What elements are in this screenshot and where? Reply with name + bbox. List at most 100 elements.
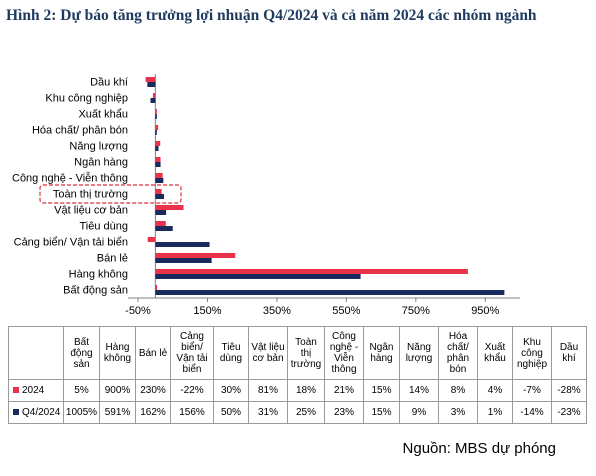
table-value-cell: 4% [477, 379, 513, 402]
table-row-2024: 2024 5% 900% 230% -22% 30% 81% 18% 21% 15% 14% 8% 4… [8, 379, 587, 402]
table-value-cell: 1005% [63, 401, 100, 424]
bar-q4-2024 [155, 130, 157, 135]
table-header-cell: Tiêu dùng [213, 326, 249, 380]
bar-q4-2024 [155, 210, 167, 215]
table-header-row: Bất động sản Hàng không Bán lẻ Cảng biển/ V… [8, 326, 587, 380]
bar-2024 [155, 205, 184, 210]
table-header-cell: Công nghệ - Viễn thông [324, 326, 364, 380]
legend-swatch-2024 [13, 387, 19, 394]
x-tick-label: 750% [402, 305, 430, 317]
table-header-cell: Toàn thị trường [287, 326, 325, 380]
bar-q4-2024 [155, 274, 361, 279]
bar-2024 [155, 109, 157, 114]
table-header-cell: Hóa chất/ phân bón [438, 326, 478, 380]
bar-q4-2024 [155, 290, 505, 295]
category-label: Hóa chất/ phân bón [32, 125, 128, 137]
table-value-cell: 31% [248, 401, 288, 424]
table-value-cell: 15% [363, 379, 400, 402]
table-value-cell: 156% [170, 401, 214, 424]
x-tick-label: 550% [332, 305, 360, 317]
table-value-cell: 5% [63, 379, 100, 402]
chart-title: Hình 2: Dự báo tăng trưởng lợi nhuận Q4/… [6, 7, 537, 24]
table-header-cell: Năng lượng [399, 326, 439, 380]
table-value-cell: 23% [324, 401, 364, 424]
category-label: Bán lẻ [97, 253, 128, 265]
category-label: Hàng không [69, 269, 128, 281]
table-value-cell: 21% [324, 379, 364, 402]
table-value-cell: -22% [170, 379, 214, 402]
table-value-cell: 30% [213, 379, 249, 402]
bar-2024 [155, 221, 166, 226]
category-label: Toàn thị trường [53, 189, 128, 201]
category-label: Xuất khẩu [78, 109, 128, 121]
x-tick-label: -50% [125, 305, 151, 317]
table-value-cell: 900% [99, 379, 136, 402]
data-table: Bất động sản Hàng không Bán lẻ Cảng biển/ V… [8, 326, 587, 424]
legend-swatch-q4-2024 [13, 409, 19, 416]
x-tick-label: 150% [193, 305, 221, 317]
bar-2024 [155, 173, 163, 178]
bar-q4-2024 [155, 194, 165, 199]
bar-2024 [155, 253, 236, 258]
x-tick-label: 350% [263, 305, 291, 317]
x-tick-label: 950% [471, 305, 499, 317]
bar-2024 [155, 285, 158, 290]
table-value-cell: 1% [477, 401, 513, 424]
legend-label-2024: 2024 [22, 385, 45, 396]
legend-label-q4-2024: Q4/2024 [22, 407, 61, 418]
table-value-cell: 50% [213, 401, 249, 424]
table-value-cell: 18% [287, 379, 325, 402]
category-label: Cảng biển/ Vận tải biển [14, 237, 128, 249]
bar-q4-2024 [155, 178, 164, 183]
table-value-cell: 25% [287, 401, 325, 424]
bar-2024 [145, 77, 156, 82]
bar-2024 [152, 93, 156, 98]
category-label: Vật liệu cơ bản [54, 205, 128, 217]
table-value-cell: 591% [99, 401, 136, 424]
table-value-cell: 162% [135, 401, 171, 424]
table-value-cell: 9% [399, 401, 439, 424]
source-note: Nguồn: MBS dự phóng [402, 440, 556, 457]
table-header-cell: Dầu khí [551, 326, 587, 380]
bar-q4-2024 [155, 162, 161, 167]
table-value-cell: 3% [438, 401, 478, 424]
table-header-cell: Cảng biển/ Vận tải biển [170, 326, 214, 380]
bar-q4-2024 [155, 258, 212, 263]
table-value-cell: -14% [512, 401, 552, 424]
table-header-cell: Xuất khẩu [477, 326, 513, 380]
category-label: Tiêu dùng [79, 221, 128, 233]
legend-q4-2024: Q4/2024 [8, 401, 64, 424]
category-label: Ngân hàng [74, 157, 128, 169]
table-value-cell: 8% [438, 379, 478, 402]
table-value-cell: -23% [551, 401, 587, 424]
table-value-cell: 15% [363, 401, 400, 424]
table-corner [8, 326, 64, 380]
table-row-q4-2024: Q4/2024 1005% 591% 162% 156% 50% 31% 25% 23% 15%… [8, 401, 587, 424]
category-label: Khu công nghiệp [45, 93, 128, 105]
bar-2024 [155, 157, 161, 162]
category-label: Dầu khí [90, 77, 128, 89]
bar-q4-2024 [155, 226, 173, 231]
bar-2024 [155, 189, 162, 194]
bar-2024 [155, 269, 468, 274]
bar-2024 [147, 237, 156, 242]
table-header-cell: Ngân hàng [363, 326, 400, 380]
bar-2024 [155, 141, 161, 146]
bar-q4-2024 [155, 114, 157, 119]
legend-2024: 2024 [8, 379, 64, 402]
table-value-cell: 81% [248, 379, 288, 402]
bar-q4-2024 [147, 82, 156, 87]
bar-q4-2024 [150, 98, 156, 103]
bar-q4-2024 [155, 242, 210, 247]
table-value-cell: 14% [399, 379, 439, 402]
highlight-box [39, 184, 182, 204]
table-header-cell: Bán lẻ [135, 326, 171, 380]
bar-2024 [155, 125, 159, 130]
table-value-cell: -7% [512, 379, 552, 402]
table-header-cell: Khu công nghiệp [512, 326, 552, 380]
category-label: Công nghệ - Viễn thông [12, 172, 128, 185]
bar-q4-2024 [155, 146, 159, 151]
table-header-cell: Vật liệu cơ bản [248, 326, 288, 380]
table-header-cell: Hàng không [99, 326, 136, 380]
table-header-cell: Bất động sản [63, 326, 100, 380]
